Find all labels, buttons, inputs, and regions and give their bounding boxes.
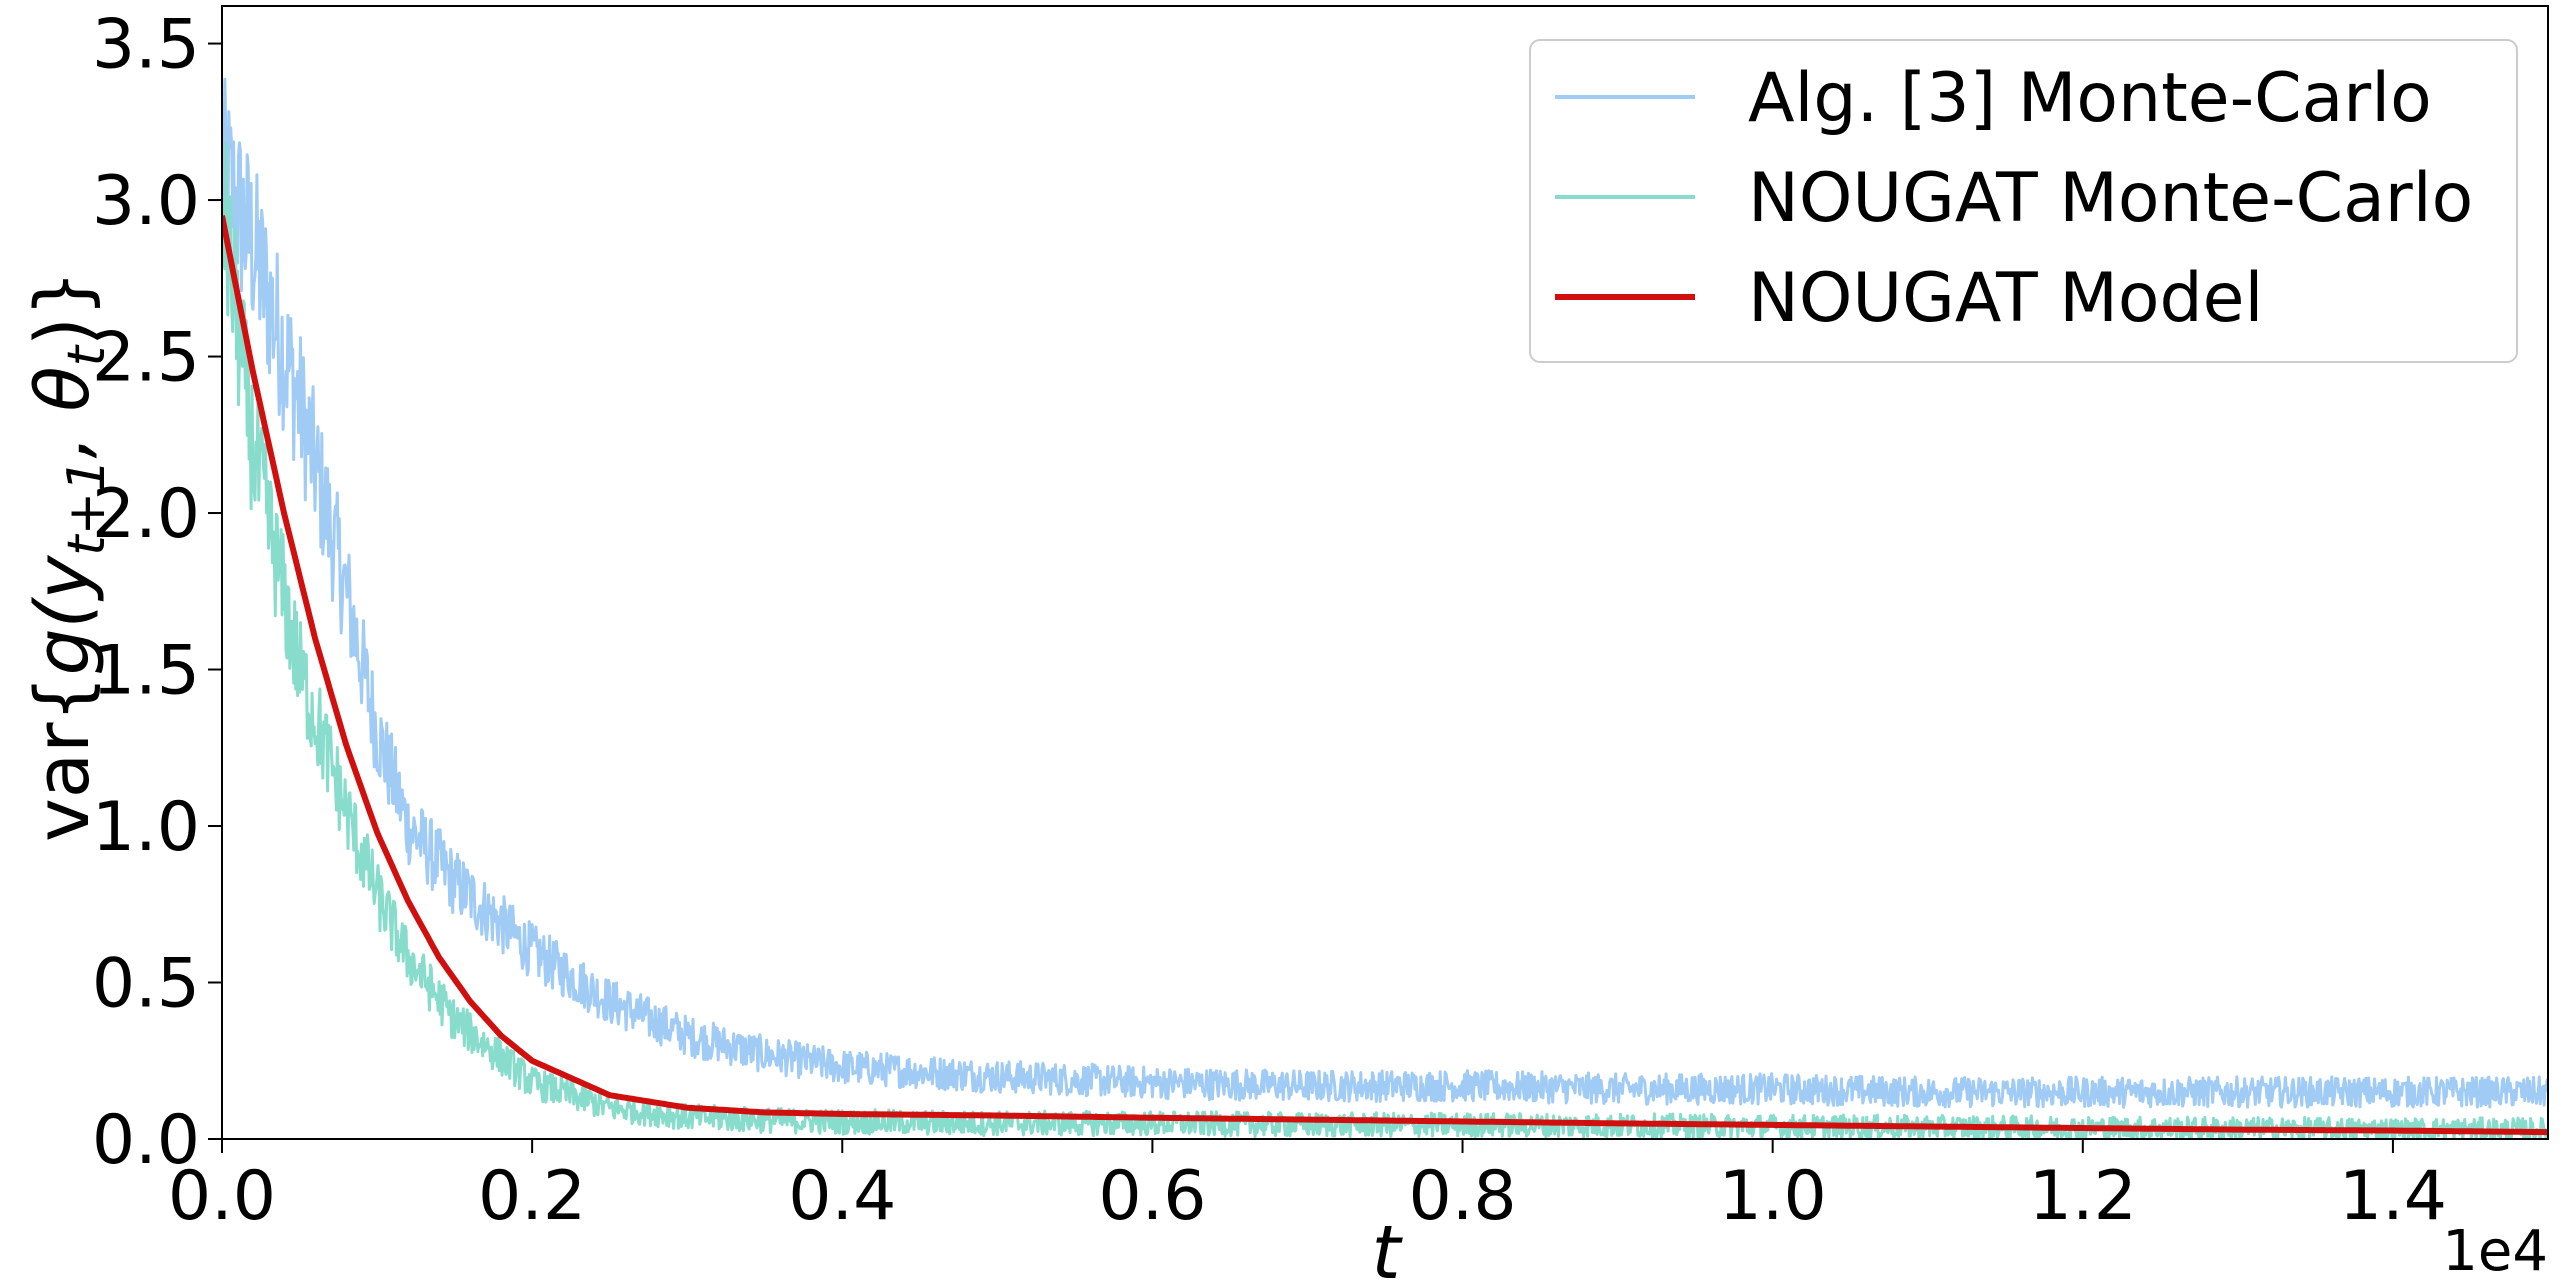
- x-tick-label: 0.4: [788, 1157, 896, 1236]
- legend-label: Alg. [3] Monte-Carlo: [1748, 59, 2432, 138]
- legend-label: NOUGAT Model: [1748, 259, 2263, 338]
- x-tick-label: 1.0: [1719, 1157, 1827, 1236]
- y-label-math: g(y: [20, 555, 106, 676]
- x-tick-label: 1.2: [2029, 1157, 2137, 1236]
- x-axis-offset-text: 1e4: [2442, 1219, 2548, 1283]
- series-line-0: [222, 77, 2548, 1109]
- y-axis-label: var{g(yt+1, θt)}: [20, 270, 117, 842]
- x-tick-label: 0.2: [478, 1157, 586, 1236]
- x-axis-label: t: [1371, 1210, 1403, 1283]
- y-tick-label: 0.0: [92, 1101, 200, 1180]
- y-tick-label: 3.5: [92, 6, 200, 85]
- x-tick-label: 0.6: [1098, 1157, 1206, 1236]
- y-tick-label: 2.0: [92, 475, 200, 554]
- legend: Alg. [3] Monte-Carlo NOUGAT Monte-Carlo NO…: [1529, 39, 2518, 363]
- legend-box: [1529, 39, 2518, 363]
- series-layer: [222, 77, 2548, 1139]
- y-tick-label: 1.0: [92, 788, 200, 867]
- y-label-suffix: )}: [20, 270, 106, 346]
- series-line-2: [222, 215, 2548, 1136]
- x-tick-label: 0.8: [1408, 1157, 1516, 1236]
- y-tick-label: 0.5: [92, 945, 200, 1024]
- y-label-math2: , θ: [20, 366, 106, 458]
- y-label-sub2: t: [57, 344, 117, 366]
- legend-label: NOUGAT Monte-Carlo: [1748, 159, 2473, 238]
- y-label-prefix: var{: [20, 675, 106, 842]
- y-tick-label: 2.5: [92, 319, 200, 398]
- x-axis: 0.0 0.2 0.4 0.6 0.8 1.0 1.2 1.4: [168, 1139, 2447, 1236]
- y-tick-label: 3.0: [92, 162, 200, 241]
- y-label-sub: t+1: [57, 459, 117, 556]
- x-tick-label: 0.0: [168, 1157, 276, 1236]
- x-tick-label: 1.4: [2339, 1157, 2447, 1236]
- plot-frame: [221, 5, 2549, 1140]
- y-axis: 0.0 0.5 1.0 1.5 2.0 2.5 3.0 3.5: [92, 6, 222, 1180]
- y-tick-label: 1.5: [92, 632, 200, 711]
